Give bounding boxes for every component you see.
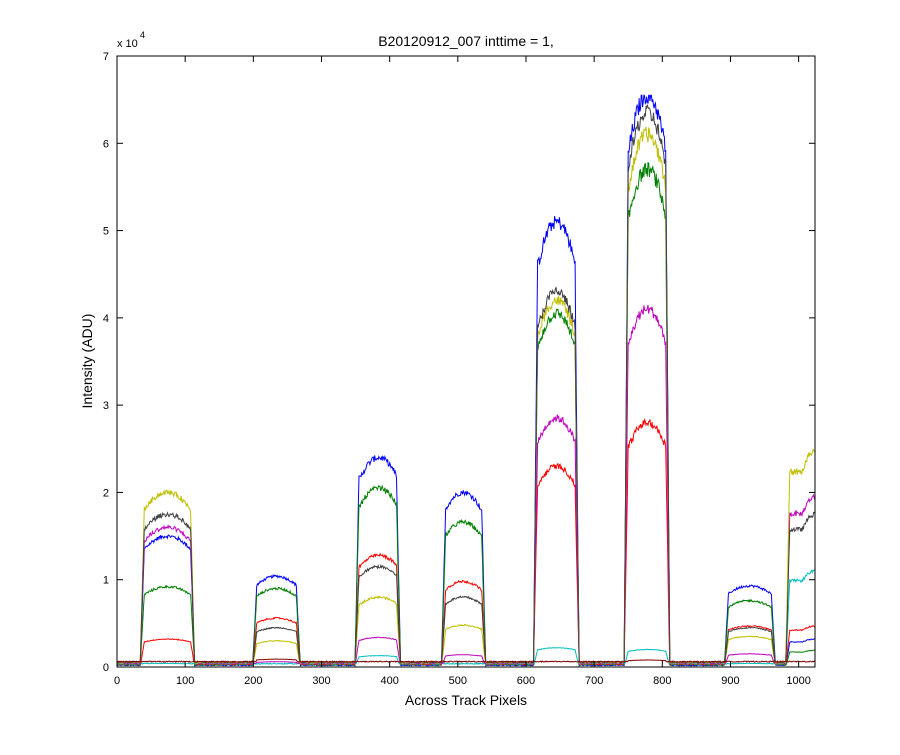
x-tick-label: 600 bbox=[517, 675, 535, 687]
series-line-8 bbox=[116, 658, 816, 664]
series-line-5 bbox=[116, 304, 816, 665]
y-tick-label: 5 bbox=[103, 226, 109, 238]
y-tick-label: 4 bbox=[103, 313, 109, 325]
plot-background bbox=[117, 56, 815, 667]
y-tick-label: 6 bbox=[103, 138, 109, 150]
y-tick-label: 3 bbox=[103, 400, 109, 412]
x-tick-label: 500 bbox=[449, 675, 467, 687]
y-multiplier-label: x 10 bbox=[117, 38, 138, 50]
x-tick-label: 1000 bbox=[786, 675, 810, 687]
x-tick-label: 100 bbox=[176, 675, 194, 687]
y-tick-label: 0 bbox=[103, 662, 109, 674]
chart-title: B20120912_007 inttime = 1, bbox=[378, 33, 554, 49]
series-layer bbox=[116, 94, 816, 668]
x-tick-label: 800 bbox=[653, 675, 671, 687]
x-axis-label: Across Track Pixels bbox=[405, 692, 527, 708]
y-tick-label: 7 bbox=[103, 51, 109, 63]
x-tick-label: 400 bbox=[380, 675, 398, 687]
x-tick-label: 0 bbox=[114, 675, 120, 687]
x-tick-label: 900 bbox=[721, 675, 739, 687]
x-tick-label: 200 bbox=[244, 675, 262, 687]
x-tick-label: 700 bbox=[585, 675, 603, 687]
plot-frame bbox=[116, 55, 816, 668]
y-multiplier-exponent: 4 bbox=[140, 30, 145, 40]
y-tick-label: 2 bbox=[103, 487, 109, 499]
y-axis-label: Intensity (ADU) bbox=[79, 314, 95, 409]
y-tick-label: 1 bbox=[103, 575, 109, 587]
tick-layer: 0 100 200 300 400 500 600 700 800 900 1000 0 1 2 3 4 5 6 7 bbox=[103, 51, 815, 687]
x-tick-label: 300 bbox=[312, 675, 330, 687]
